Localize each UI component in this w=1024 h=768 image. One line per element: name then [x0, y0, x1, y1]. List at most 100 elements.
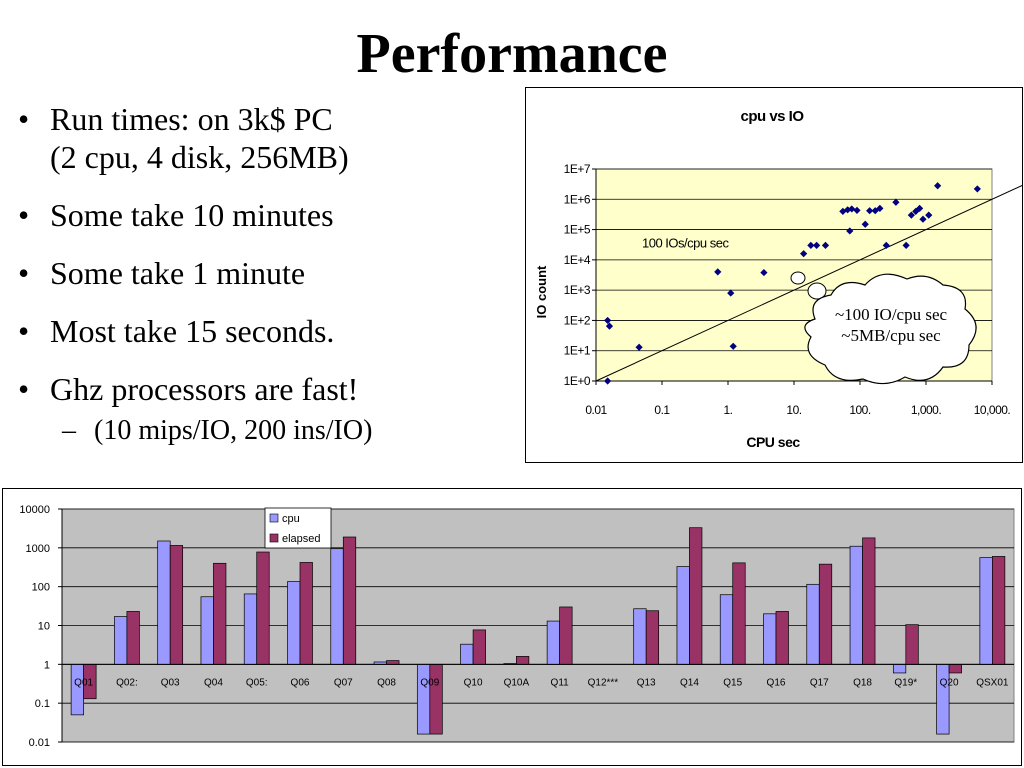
reference-line-label: 100 IOs/cpu sec — [642, 236, 729, 251]
y-tick-label: 100 — [32, 582, 50, 594]
legend-label-elapsed: elapsed — [282, 533, 321, 545]
bullet-glyph: • — [18, 371, 30, 407]
query-time-bar-chart: 0.01 0.1 1 10 100 1000 10000 Q01 Q02: Q03 Q04 Q05: Q… — [2, 488, 1022, 766]
x-tick-label: 10,000. — [974, 403, 1011, 417]
category-label: Q10 — [464, 677, 483, 688]
sub-bullet-item: – (10 mips/IO, 200 ins/IO) — [18, 416, 518, 446]
data-point — [912, 207, 920, 215]
bullet-item: • Some take 10 minutes — [18, 196, 518, 234]
callout-line-2: ~5MB/cpu sec — [841, 326, 941, 345]
bar-elapsed — [213, 562, 227, 665]
data-point — [919, 215, 927, 223]
bar-elapsed — [732, 562, 746, 665]
bullet-text-line2: (2 cpu, 4 disk, 256MB) — [50, 139, 349, 175]
bullet-text: Some take 10 minutes — [50, 197, 334, 233]
bar-elapsed — [689, 527, 703, 665]
category-label: Q20 — [940, 677, 959, 688]
bar-cpu — [157, 540, 171, 665]
bar-elapsed — [386, 660, 400, 665]
x-tick-label: 0.01 — [585, 403, 607, 417]
data-point — [916, 204, 924, 213]
bar-elapsed — [905, 624, 919, 665]
bullet-text: Ghz processors are fast! — [50, 371, 359, 407]
category-label: Q13 — [637, 677, 656, 688]
bar-cpu — [287, 581, 301, 665]
data-point — [821, 241, 830, 250]
bullet-item: • Run times: on 3k$ PC (2 cpu, 4 disk, 2… — [18, 100, 518, 176]
bar-elapsed — [818, 563, 833, 665]
y-tick-label: 1E+5 — [564, 223, 591, 237]
bullet-glyph: • — [18, 255, 30, 291]
category-label: Q14 — [680, 677, 699, 688]
legend-swatch-cpu — [269, 513, 279, 523]
bar-cpu — [114, 616, 128, 665]
data-point — [866, 207, 874, 215]
y-tick-label: 1000 — [26, 543, 50, 555]
bar-cpu — [200, 596, 214, 665]
y-tick-label: 0.01 — [29, 737, 50, 749]
data-point — [871, 207, 879, 215]
bullet-glyph: • — [18, 101, 30, 137]
plot-area: 0.01 0.1 1 10 100 1000 10000 Q01 Q02: Q03 Q04 Q05: Q… — [19, 504, 1015, 749]
thought-bubble-small — [790, 271, 806, 285]
y-tick-label: 1E+7 — [564, 162, 591, 176]
bar-cpu — [416, 663, 431, 735]
bar-elapsed — [559, 606, 573, 665]
x-tick-label: 1,000. — [911, 403, 942, 417]
data-point — [729, 342, 737, 350]
bar-cpu — [70, 663, 84, 716]
bar-elapsed — [299, 562, 313, 665]
bar-elapsed — [862, 537, 876, 665]
category-label: Q16 — [767, 677, 786, 688]
reference-line — [595, 184, 1023, 382]
x-tick-label: 0.1 — [654, 403, 670, 417]
bar-cpu — [243, 593, 258, 665]
legend: cpu elapsed — [264, 507, 332, 549]
bar-elapsed — [516, 656, 530, 665]
bar-elapsed — [256, 551, 270, 665]
bar-elapsed — [126, 611, 140, 665]
data-point — [907, 211, 915, 219]
data-point — [902, 241, 910, 250]
x-tick-label: 100. — [849, 403, 871, 417]
bullet-text: Run times: on 3k$ PC — [50, 101, 333, 137]
bar-cpu — [460, 643, 474, 665]
category-label: Q18 — [853, 677, 872, 688]
category-label: Q09 — [420, 677, 439, 688]
category-label: Q08 — [377, 677, 396, 688]
category-label: Q02: — [116, 677, 138, 688]
chart-title: cpu vs IO — [740, 108, 804, 125]
data-point — [848, 205, 856, 213]
bar-elapsed — [948, 663, 962, 674]
y-tick-label: 1E+3 — [564, 283, 591, 297]
category-label: Q04 — [204, 677, 223, 688]
slide-title: Performance — [356, 23, 668, 85]
category-label: Q15 — [723, 677, 742, 688]
y-tick-label: 1E+4 — [564, 253, 591, 267]
bar-elapsed — [472, 629, 486, 665]
y-tick-label: 10000 — [19, 504, 50, 516]
y-tick-label: 1E+1 — [564, 344, 591, 358]
category-label: Q03 — [161, 677, 180, 688]
data-point — [800, 250, 808, 258]
bar-cpu — [849, 545, 863, 665]
category-label: QSX01 — [976, 677, 1009, 688]
bar-elapsed — [645, 610, 660, 665]
y-tick-label: 1 — [44, 659, 50, 671]
data-point — [876, 204, 884, 213]
bar-elapsed — [992, 556, 1006, 665]
y-tick-label: 1E+6 — [564, 192, 591, 206]
bar-cpu — [330, 548, 344, 665]
y-tick-label: 1E+0 — [564, 374, 591, 388]
category-label: Q06 — [291, 677, 310, 688]
cloud-shape — [804, 273, 977, 385]
category-label: Q11 — [551, 677, 570, 688]
bar-cpu — [892, 663, 907, 674]
legend-swatch-elapsed — [269, 533, 279, 543]
bullet-glyph: • — [18, 197, 30, 233]
thought-bubble-medium — [807, 282, 827, 300]
y-axis-label: IO count — [534, 265, 549, 318]
data-point — [844, 206, 852, 214]
data-point — [807, 241, 815, 250]
bullet-item: • Some take 1 minute — [18, 254, 518, 292]
